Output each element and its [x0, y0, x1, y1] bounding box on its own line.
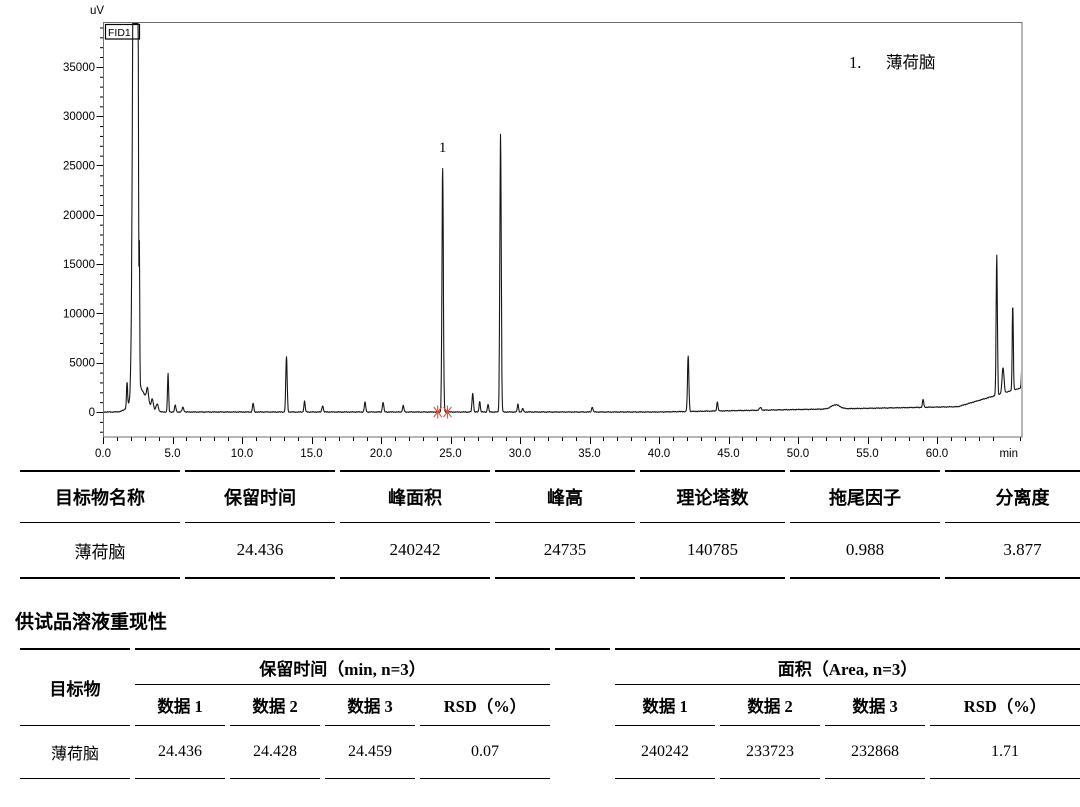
x-tick-label: 5.0	[165, 448, 181, 460]
data-cell: 1.71	[930, 726, 1080, 779]
chromatogram-figure: 0 5000 10000 15000 20000 25000 30000 35000 0.0 5.…	[63, 5, 1023, 460]
column-header: 数据 2	[230, 685, 320, 726]
column-header: 保留时间	[185, 470, 335, 523]
y-tick-label: 0	[89, 407, 95, 419]
integration-mark	[433, 405, 443, 419]
y-tick-label: 20000	[63, 210, 95, 222]
x-tick-label: 25.0	[439, 448, 461, 460]
peak-results-table: 目标物名称 保留时间 峰面积 峰高 理论塔数 拖尾因子 分离度 薄荷脑 24.436 240242…	[15, 470, 1080, 579]
column-header: 目标物名称	[20, 470, 180, 523]
data-cell: 24.459	[325, 726, 415, 779]
column-header: RSD（%）	[930, 685, 1080, 726]
gap-cell	[555, 726, 610, 779]
column-header: 峰面积	[340, 470, 490, 523]
data-cell: 140785	[640, 523, 785, 579]
subheader-row: 数据 1 数据 2 数据 3 RSD（%） 数据 1 数据 2 数据 3 RSD（%）	[20, 685, 1080, 726]
peak-annotation: 1	[439, 140, 447, 156]
data-cell: 0.988	[790, 523, 940, 579]
data-cell: 薄荷脑	[20, 523, 180, 579]
legend-index: 1.	[849, 53, 861, 72]
y-axis-unit-label: uV	[90, 5, 104, 17]
x-tick-label: 30.0	[509, 448, 531, 460]
x-tick-label: 15.0	[300, 448, 322, 460]
column-header: 峰高	[495, 470, 635, 523]
data-cell: 240242	[615, 726, 716, 779]
chromatogram-plot: 0 5000 10000 15000 20000 25000 30000 35000 0.0 5.…	[63, 5, 1023, 460]
x-tick-label: 55.0	[856, 448, 878, 460]
group-title: 面积（Area, n=3）	[615, 648, 1080, 685]
group-spacer	[555, 648, 611, 726]
detector-label-box	[104, 23, 141, 40]
column-header: 数据 3	[325, 685, 415, 726]
column-header: 拖尾因子	[790, 470, 940, 523]
x-tick-label: 50.0	[787, 448, 809, 460]
legend-name: 薄荷脑	[886, 53, 936, 72]
data-cell: 232868	[825, 726, 926, 779]
data-cell: 24735	[495, 523, 635, 579]
detector-label: FID1	[108, 27, 131, 39]
row-header-title: 目标物	[20, 648, 130, 726]
column-header: 理论塔数	[640, 470, 785, 523]
x-tick-label: 60.0	[926, 448, 948, 460]
column-header: 数据 1	[615, 685, 716, 726]
y-tick-label: 35000	[63, 62, 95, 74]
data-cell: 24.428	[230, 726, 320, 779]
data-cell: 24.436	[185, 523, 335, 579]
data-row: 薄荷脑 24.436 24.428 24.459 0.07 240242 233723 232…	[20, 726, 1080, 779]
column-header: 数据 1	[135, 685, 225, 726]
x-tick-label: 40.0	[648, 448, 670, 460]
data-cell: 0.07	[420, 726, 551, 779]
section-title: 供试品溶液重现性	[15, 612, 168, 633]
data-row: 薄荷脑 24.436 240242 24735 140785 0.988 3.877	[20, 523, 1080, 579]
x-tick-label: 10.0	[231, 448, 253, 460]
integration-mark	[443, 405, 452, 419]
data-cell: 240242	[340, 523, 490, 579]
column-header: 分离度	[945, 470, 1080, 523]
column-header: 数据 2	[720, 685, 821, 726]
x-tick-label: 35.0	[578, 448, 600, 460]
header-row: 目标物名称 保留时间 峰面积 峰高 理论塔数 拖尾因子 分离度	[20, 470, 1080, 523]
group-header-row: 目标物 保留时间（min, n=3） 面积（Area, n=3）	[20, 648, 1080, 726]
data-cell: 3.877	[945, 523, 1080, 579]
row-name-cell: 薄荷脑	[20, 726, 130, 779]
group-title: 保留时间（min, n=3）	[135, 648, 551, 685]
data-cell: 24.436	[135, 726, 225, 779]
x-tick-label: 45.0	[717, 448, 739, 460]
column-header: RSD（%）	[420, 685, 551, 726]
x-axis-unit-label: min	[999, 448, 1018, 460]
plot-frame	[103, 22, 1023, 438]
column-header: 数据 3	[825, 685, 926, 726]
x-tick-label: 0.0	[95, 448, 111, 460]
y-tick-label: 10000	[63, 308, 95, 320]
y-tick-label: 15000	[63, 259, 95, 271]
chromatogram-trace	[104, 23, 1021, 414]
x-tick-label: 20.0	[370, 448, 392, 460]
y-tick-label: 25000	[63, 161, 95, 173]
reproducibility-table: 目标物 保留时间（min, n=3） 面积（Area, n=3） 数据 1 数据 2 数据…	[15, 648, 1080, 779]
data-cell: 233723	[720, 726, 821, 779]
y-tick-label: 5000	[69, 358, 95, 370]
y-tick-label: 30000	[63, 111, 95, 123]
